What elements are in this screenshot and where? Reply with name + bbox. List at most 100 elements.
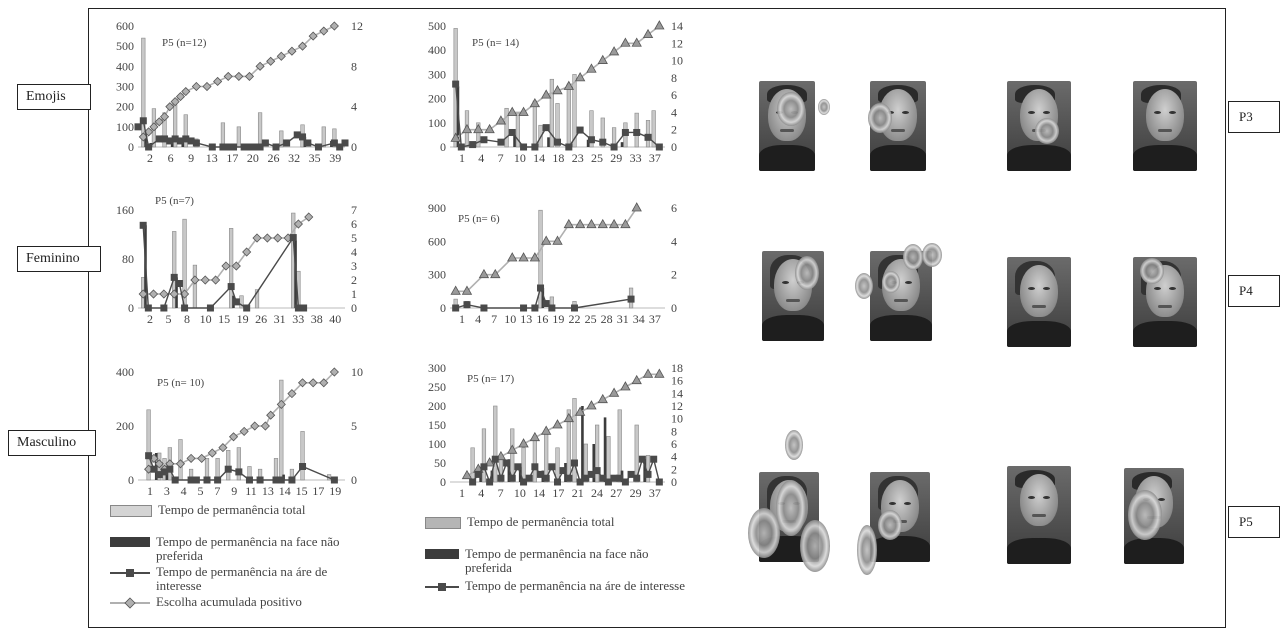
cumulative-point — [620, 37, 631, 47]
y2-tick-label: 14 — [671, 19, 683, 33]
interest-point — [175, 280, 183, 287]
nonpreferred-bar — [513, 134, 516, 147]
interest-point — [531, 304, 539, 312]
total-bar — [617, 409, 622, 483]
cumulative-point — [450, 132, 461, 142]
cumulative-point — [608, 387, 620, 397]
y-tick-label: 0 — [440, 475, 446, 489]
x-tick-label: 38 — [311, 312, 323, 326]
total-bar — [504, 107, 509, 148]
x-tick-label: 37 — [649, 151, 661, 165]
cumulative-point — [197, 453, 207, 463]
interest-point — [160, 304, 168, 312]
y-tick-label: 200 — [116, 419, 134, 433]
cumulative-point — [186, 453, 196, 463]
y-tick-label: 0 — [128, 301, 134, 315]
participant-label-p4: P4 — [1228, 275, 1280, 307]
interest-point — [182, 135, 190, 143]
total-bar — [549, 78, 554, 148]
y-tick-label: 0 — [440, 301, 446, 315]
cumulative-point — [165, 102, 175, 112]
y-tick-label: 600 — [428, 234, 446, 248]
nonpreferred-bar — [620, 142, 624, 147]
legend-right: Tempo de permanência total Tempo de perm… — [425, 515, 695, 595]
interest-point — [621, 128, 629, 136]
cumulative-point — [574, 72, 586, 82]
interest-point — [599, 138, 607, 146]
x-tick-label: 26 — [268, 151, 280, 165]
interest-point — [627, 470, 635, 478]
cumulative-point — [319, 26, 329, 36]
y-tick-label: 400 — [116, 365, 134, 379]
row-label-masculino: Masculino — [8, 430, 96, 456]
y-tick-label: 0 — [128, 473, 134, 487]
y-tick-label: 900 — [428, 201, 446, 215]
interest-point — [245, 476, 253, 484]
cumulative-point — [495, 115, 507, 125]
x-tick-label: 37 — [649, 486, 661, 500]
interest-point — [304, 139, 312, 147]
interest-point — [144, 304, 152, 312]
y2-tick-label: 0 — [351, 473, 357, 487]
cumulative-point — [319, 378, 329, 388]
interest-point — [616, 474, 624, 482]
cumulative-point — [631, 202, 642, 212]
cumulative-point — [563, 218, 574, 229]
interest-point — [593, 467, 601, 475]
interest-point — [176, 137, 184, 145]
interest-point — [570, 459, 578, 467]
total-bar — [470, 447, 475, 483]
interest-point — [610, 474, 618, 482]
cumulative-point — [507, 252, 518, 262]
interest-point — [294, 304, 302, 312]
y2-tick-label: 5 — [351, 419, 357, 433]
legend-swatch-light-bar — [110, 505, 152, 517]
total-bar — [192, 264, 198, 309]
interest-point — [554, 138, 561, 146]
y2-tick-label: 6 — [671, 437, 677, 451]
cumulative-point — [221, 261, 231, 271]
cumulative-point — [175, 92, 186, 102]
interest-point — [480, 463, 488, 471]
cumulative-point — [148, 289, 159, 299]
total-bar — [566, 409, 571, 483]
x-tick-label: 1 — [459, 312, 465, 326]
y2-tick-label: 4 — [671, 105, 677, 119]
interest-point — [537, 284, 545, 292]
x-tick-label: 23 — [572, 151, 584, 165]
interest-point — [300, 304, 308, 312]
legend-left: Tempo de permanência total Tempo de perm… — [110, 503, 370, 611]
x-tick-label: 2 — [147, 312, 153, 326]
x-tick-label: 9 — [231, 484, 237, 498]
interest-point — [192, 139, 200, 147]
chart-title: P5 (n=12) — [162, 37, 207, 49]
y-tick-label: 0 — [128, 140, 134, 154]
cumulative-point — [586, 400, 597, 410]
y2-tick-label: 6 — [351, 217, 357, 231]
x-tick-label: 8 — [184, 312, 190, 326]
fixation-heatmap — [868, 103, 892, 133]
cumulative-line — [455, 207, 638, 293]
legend-label: Tempo de permanência na face não preferi… — [465, 546, 649, 575]
cumulative-point — [273, 233, 283, 243]
x-tick-label: 31 — [274, 312, 286, 326]
y2-tick-label: 14 — [671, 386, 683, 400]
interest-point — [508, 128, 516, 136]
y2-tick-label: 0 — [351, 301, 357, 315]
x-tick-label: 35 — [309, 151, 321, 165]
legend-swatch-dark-bar — [110, 537, 150, 547]
interest-point — [531, 463, 539, 471]
y-tick-label: 0 — [440, 140, 446, 154]
x-tick-label: 7 — [498, 151, 504, 165]
cumulative-point — [170, 97, 180, 107]
face-photo-p3-4 — [1133, 81, 1197, 171]
cumulative-point — [563, 412, 574, 423]
cumulative-point — [276, 51, 286, 61]
total-bar — [532, 436, 537, 483]
face-photo-p5-3 — [1007, 466, 1071, 564]
cumulative-point — [329, 367, 339, 377]
interest-point — [139, 117, 147, 125]
interest-point — [627, 295, 635, 303]
legend-label: Escolha acumulada positivo — [156, 594, 302, 609]
cumulative-point — [631, 374, 642, 385]
